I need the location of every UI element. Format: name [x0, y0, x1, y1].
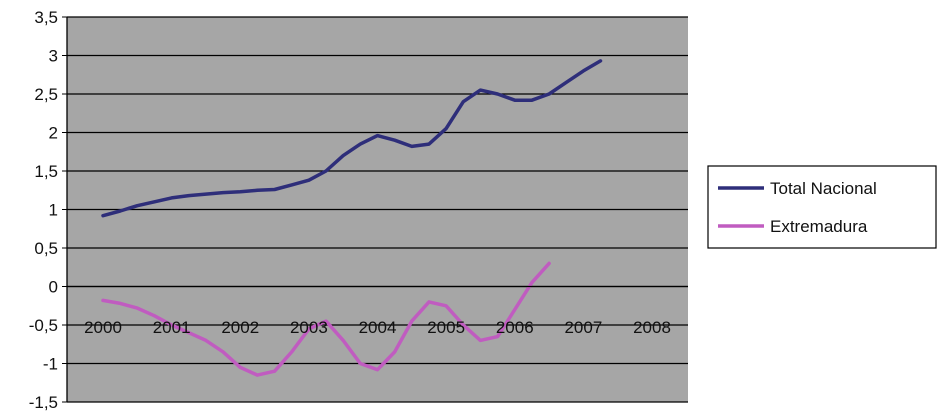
- y-tick-label: 1,5: [34, 162, 58, 181]
- x-tick-label: 2004: [359, 318, 397, 337]
- x-tick-label: 2002: [221, 318, 259, 337]
- x-axis-ticks: 2000 2001 2002 2003 2004 2005 2006 2007 2008: [67, 285, 688, 337]
- y-tick-label: 2,5: [34, 85, 58, 104]
- x-tick-label: 2000: [84, 318, 122, 337]
- y-tick-label: 3: [49, 47, 58, 66]
- series-lines: [101, 59, 603, 377]
- y-tick-label: 0,5: [34, 239, 58, 258]
- x-tick-label: 2008: [633, 318, 671, 337]
- y-tick-label: 0: [49, 278, 58, 297]
- y-tick-label: -0,5: [29, 316, 58, 335]
- y-tick-label: 1: [49, 201, 58, 220]
- legend-box: [707, 165, 937, 249]
- y-tick-label: 2: [49, 124, 58, 143]
- x-tick-label: 2005: [427, 318, 465, 337]
- x-tick-label: 2007: [564, 318, 602, 337]
- y-tick-label: 3,5: [34, 8, 58, 27]
- legend: Total Nacional Extremadura: [707, 165, 937, 249]
- y-tick-label: -1,5: [29, 393, 58, 411]
- y-axis-ticks: -1,5 -1 -0,5 0 0,5 1 1,5 2 2,5 3 3,5: [29, 8, 68, 411]
- x-tick-label: 2003: [290, 318, 328, 337]
- legend-label: Extremadura: [770, 217, 868, 236]
- y-tick-label: -1: [43, 355, 58, 374]
- series-line-total-nacional: [101, 59, 603, 218]
- x-tick-label: 2001: [153, 318, 191, 337]
- legend-label: Total Nacional: [770, 179, 877, 198]
- x-tick-label: 2006: [496, 318, 534, 337]
- series-line-extremadura: [101, 261, 551, 377]
